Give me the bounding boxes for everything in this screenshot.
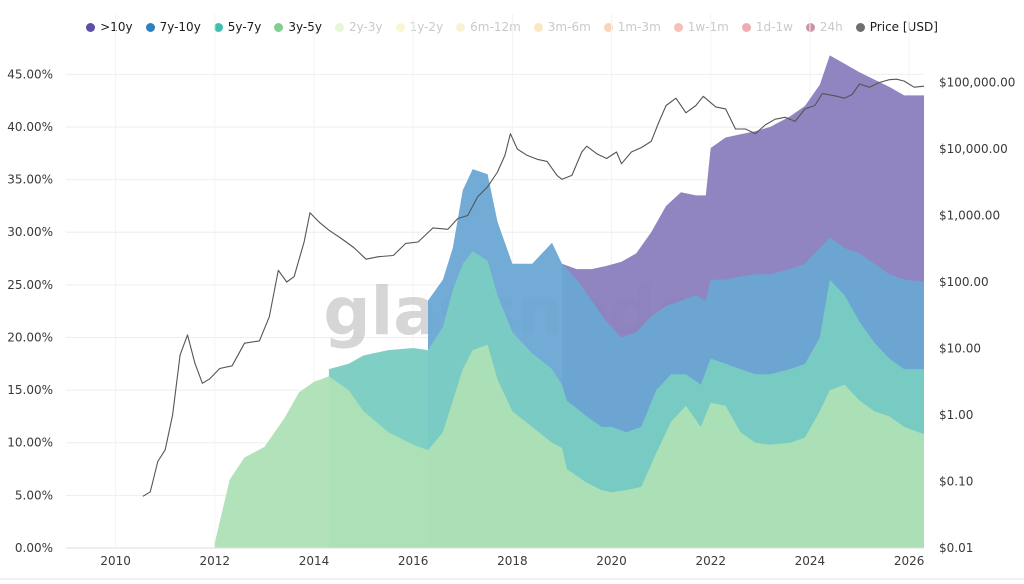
legend-label: >10y [100, 20, 133, 34]
legend-dot-icon [334, 22, 344, 32]
y-left-tick-label: 30.00% [7, 225, 53, 239]
legend-item-1m-3m[interactable]: 1m-3m [603, 20, 661, 34]
legend-dot-icon [741, 22, 751, 32]
legend-dot-icon [395, 22, 405, 32]
legend-label: 6m-12m [470, 20, 521, 34]
legend-dot-icon [673, 22, 683, 32]
y-left-tick-label: 10.00% [7, 436, 53, 450]
legend-item-price-usd[interactable]: Price [USD] [855, 20, 938, 34]
y-right-tick-label: $100,000.00 [939, 75, 1015, 89]
x-tick-label: 2020 [596, 554, 627, 568]
y-left-tick-label: 45.00% [7, 67, 53, 81]
legend-dot-icon [86, 22, 96, 32]
legend-dot-icon [274, 22, 284, 32]
legend-item-1y-2y[interactable]: 1y-2y [395, 20, 444, 34]
legend-item-6m-12m[interactable]: 6m-12m [456, 20, 521, 34]
legend-label: 3m-6m [547, 20, 591, 34]
y-axis-left: 0.00% 5.00% 10.00% 15.00% 20.00% 25.00% 30.00%… [7, 67, 53, 555]
price-usd-line [142, 78, 925, 497]
legend-label: 1w-1m [687, 20, 729, 34]
x-tick-label: 2018 [497, 554, 528, 568]
legend-dot-icon [456, 22, 466, 32]
chart-legend: >10y 7y-10y 5y-7y 3y-5y 2y-3y 1y-2y 6m-12m 3m-6… [0, 17, 1024, 37]
legend-item-1d-1w[interactable]: 1d-1w [741, 20, 793, 34]
legend-label: 24h [819, 20, 843, 34]
x-axis: 2010 2012 2014 2016 2018 2020 2022 2024 2026 [0, 547, 1024, 580]
y-right-tick-label: $10,000.00 [939, 142, 1008, 156]
y-right-tick-label: $100.00 [939, 275, 989, 289]
y-right-tick-label: $1,000.00 [939, 208, 1000, 222]
legend-label: 1m-3m [617, 20, 661, 34]
x-tick-label: 2026 [894, 554, 925, 568]
x-tick-label: 2022 [695, 554, 726, 568]
legend-label: 7y-10y [159, 20, 201, 34]
legend-item-5y-7y[interactable]: 5y-7y [213, 20, 262, 34]
legend-dot-icon [855, 22, 865, 32]
x-tick-label: 2012 [200, 554, 231, 568]
x-tick-label: 2016 [398, 554, 429, 568]
legend-dot-icon [603, 22, 613, 32]
x-tick-label: 2014 [299, 554, 330, 568]
y-left-tick-label: 20.00% [7, 330, 53, 344]
legend-item-10y[interactable]: >10y [86, 20, 133, 34]
x-tick-label: 2010 [100, 554, 131, 568]
y-left-tick-label: 15.00% [7, 383, 53, 397]
legend-label: 2y-3y [348, 20, 383, 34]
price-line [142, 78, 925, 497]
x-tick-label: 2024 [795, 554, 826, 568]
legend-item-2y-3y[interactable]: 2y-3y [334, 20, 383, 34]
area-series [214, 55, 925, 549]
y-left-tick-label: 25.00% [7, 278, 53, 292]
legend-item-3m-6m[interactable]: 3m-6m [533, 20, 591, 34]
y-left-tick-label: 35.00% [7, 173, 53, 187]
area-3y-5y [214, 344, 925, 548]
legend-label: Price [USD] [869, 20, 938, 34]
legend-item-1w-1m[interactable]: 1w-1m [673, 20, 729, 34]
legend-item-7y-10y[interactable]: 7y-10y [145, 20, 201, 34]
y-right-tick-label: $0.01 [939, 541, 973, 555]
legend-label: 1d-1w [755, 20, 793, 34]
y-left-tick-label: 5.00% [15, 488, 53, 502]
y-left-tick-label: 0.00% [15, 541, 53, 555]
legend-dot-icon [533, 22, 543, 32]
y-axis-right: $0.01 $0.10 $1.00 $10.00 $100.00 $1,000.00 $10… [939, 75, 1015, 555]
legend-label: 5y-7y [227, 20, 262, 34]
legend-dot-icon [213, 22, 223, 32]
y-left-tick-label: 40.00% [7, 120, 53, 134]
y-right-tick-label: $10.00 [939, 341, 981, 355]
legend-dot-icon [145, 22, 155, 32]
legend-label: 1y-2y [409, 20, 444, 34]
y-right-tick-label: $0.10 [939, 474, 973, 488]
y-right-tick-label: $1.00 [939, 408, 973, 422]
